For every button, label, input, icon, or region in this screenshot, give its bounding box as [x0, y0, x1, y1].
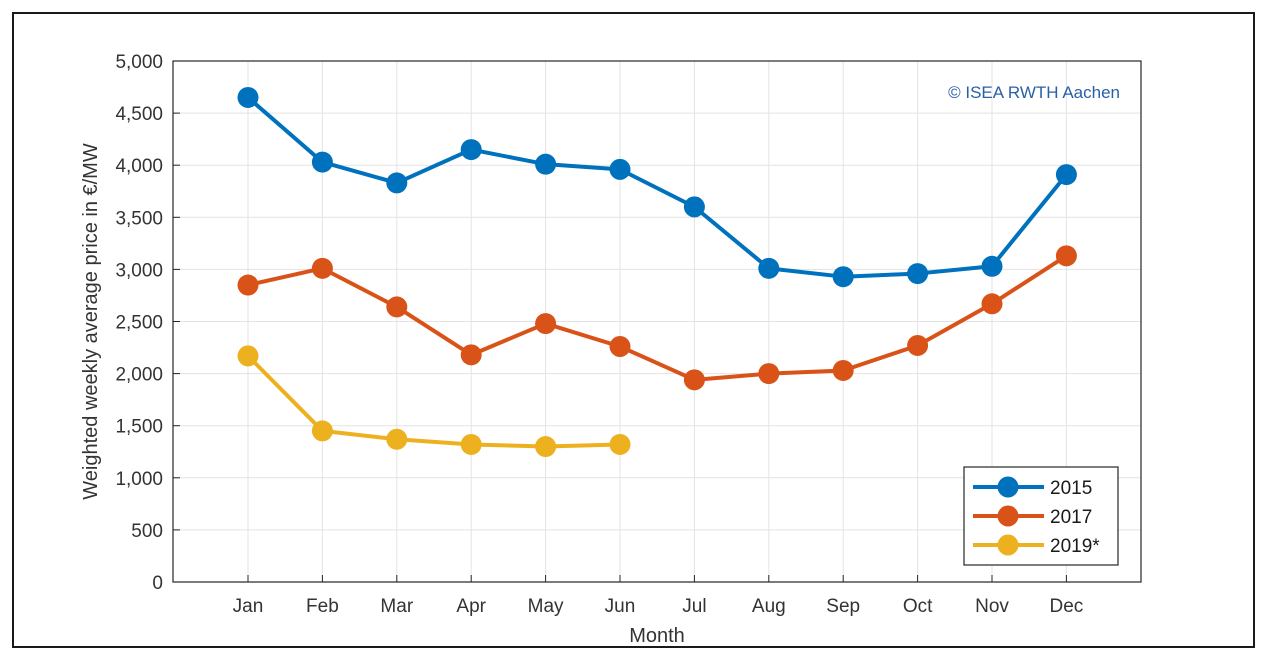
- y-tick-label: 1,000: [115, 469, 163, 490]
- y-axis: 0 500 1,000 1,500 2,000 2,500 3,000 3,500 4,000 4…: [115, 52, 180, 594]
- y-tick-label: 5,000: [115, 52, 163, 73]
- y-tick-label: 3,000: [115, 260, 163, 281]
- data-point: [609, 158, 631, 180]
- legend-label: 2015: [1050, 478, 1092, 499]
- x-tick-label: Sep: [826, 596, 860, 617]
- series: [237, 86, 1077, 458]
- legend-marker: [997, 505, 1019, 527]
- legend: 2015 2017 2019*: [963, 466, 1119, 566]
- y-tick-label: 4,500: [115, 104, 163, 125]
- x-tick-label: Feb: [306, 596, 339, 617]
- data-point: [1055, 245, 1077, 267]
- y-tick-label: 2,500: [115, 313, 163, 334]
- data-point: [311, 257, 333, 279]
- data-point: [758, 257, 780, 279]
- data-point: [386, 296, 408, 318]
- y-tick-label: 1,500: [115, 417, 163, 438]
- y-tick-label: 4,000: [115, 156, 163, 177]
- y-tick-label: 500: [131, 521, 163, 542]
- data-point: [981, 255, 1003, 277]
- data-point: [535, 313, 557, 335]
- data-point: [832, 266, 854, 288]
- series-line-2015: [246, 95, 1068, 279]
- y-tick-label: 2,000: [115, 365, 163, 386]
- x-axis-title: Month: [629, 625, 685, 647]
- data-point: [311, 420, 333, 442]
- legend-label: 2017: [1050, 507, 1092, 528]
- data-point: [535, 436, 557, 458]
- data-point: [907, 334, 929, 356]
- y-axis-title: Weighted weekly average price in €/MW: [80, 143, 102, 500]
- data-point: [460, 433, 482, 455]
- data-point: [460, 344, 482, 366]
- series-line-2019: [246, 354, 621, 449]
- x-tick-label: Nov: [975, 596, 1009, 617]
- data-point: [237, 86, 259, 108]
- data-point: [460, 139, 482, 161]
- y-tick-label: 0: [152, 573, 163, 594]
- x-tick-label: Aug: [752, 596, 786, 617]
- data-point: [311, 151, 333, 173]
- data-point: [237, 345, 259, 367]
- x-axis: Jan Feb Mar Apr May Jun Jul Aug Sep Oct Nov Dec: [233, 575, 1084, 617]
- data-point: [683, 369, 705, 391]
- series-line-2017: [247, 254, 1068, 382]
- data-point: [1055, 164, 1077, 186]
- legend-label: 2019*: [1050, 536, 1100, 557]
- x-tick-label: Apr: [456, 596, 486, 617]
- x-tick-label: May: [528, 596, 564, 617]
- data-point: [758, 363, 780, 385]
- data-point: [981, 293, 1003, 315]
- data-point: [386, 172, 408, 194]
- data-point: [832, 359, 854, 381]
- x-tick-label: Jun: [605, 596, 636, 617]
- data-point: [386, 428, 408, 450]
- x-tick-label: Jan: [233, 596, 264, 617]
- x-tick-label: Mar: [380, 596, 413, 617]
- data-point: [907, 263, 929, 285]
- data-point: [535, 153, 557, 175]
- copyright-annotation: © ISEA RWTH Aachen: [948, 83, 1120, 102]
- data-point: [609, 336, 631, 358]
- legend-marker: [997, 476, 1019, 498]
- x-tick-label: Oct: [903, 596, 933, 617]
- data-point: [683, 196, 705, 218]
- x-tick-label: Jul: [682, 596, 706, 617]
- y-tick-label: 3,500: [115, 208, 163, 229]
- x-tick-label: Dec: [1050, 596, 1084, 617]
- legend-marker: [997, 534, 1019, 556]
- data-point: [609, 433, 631, 455]
- data-point: [237, 274, 259, 296]
